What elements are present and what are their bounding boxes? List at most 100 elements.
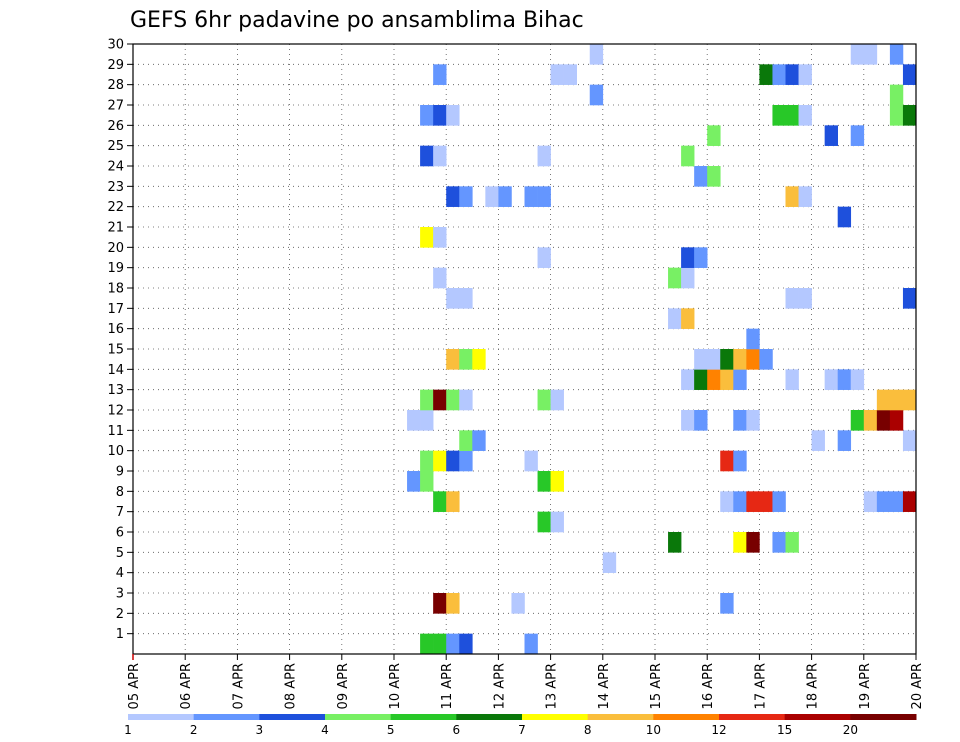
heat-cell bbox=[694, 247, 708, 268]
colorbar-swatch bbox=[259, 714, 326, 720]
x-tick-label: 13 APR bbox=[545, 663, 560, 709]
heat-cell bbox=[876, 389, 891, 411]
heat-cell bbox=[681, 247, 695, 268]
heat-cell bbox=[407, 471, 421, 492]
heat-cell bbox=[446, 349, 460, 370]
y-tick-label: 17 bbox=[107, 302, 124, 317]
colorbar-label: 12 bbox=[711, 723, 726, 737]
x-tick-label: 07 APR bbox=[231, 663, 246, 709]
heat-cell bbox=[459, 633, 473, 655]
y-tick-label: 9 bbox=[116, 465, 124, 480]
heat-cell bbox=[720, 491, 734, 512]
heat-cell bbox=[733, 491, 747, 512]
heat-cell bbox=[446, 450, 460, 472]
x-tick-label: 05 APR bbox=[127, 663, 142, 709]
heat-cell bbox=[694, 349, 708, 370]
heat-cell bbox=[902, 389, 917, 411]
y-tick-label: 28 bbox=[107, 78, 124, 93]
colorbar-swatch bbox=[325, 714, 392, 720]
heat-cell bbox=[459, 389, 473, 411]
heat-cell bbox=[720, 369, 734, 390]
y-tick-label: 7 bbox=[116, 505, 124, 520]
heat-cell bbox=[707, 125, 721, 146]
colorbar-swatch bbox=[719, 714, 786, 720]
colorbar-label: 8 bbox=[584, 723, 592, 737]
heat-cell bbox=[433, 267, 447, 289]
y-tick-label: 6 bbox=[116, 526, 124, 541]
heat-cell bbox=[681, 369, 695, 390]
heat-cell bbox=[589, 44, 604, 65]
heat-cell bbox=[746, 410, 760, 431]
y-tick-label: 30 bbox=[107, 38, 124, 53]
heat-cell bbox=[746, 491, 760, 512]
x-tick-label: 17 APR bbox=[753, 663, 768, 709]
heat-cell bbox=[876, 491, 891, 512]
heat-cell bbox=[550, 511, 564, 533]
y-tick-label: 20 bbox=[107, 241, 124, 256]
heat-cell bbox=[446, 288, 460, 309]
heat-cell bbox=[837, 430, 852, 451]
heat-cell bbox=[459, 288, 473, 309]
heat-cell bbox=[720, 349, 734, 370]
heat-cell bbox=[759, 64, 773, 85]
x-tick-label: 15 APR bbox=[649, 663, 664, 709]
x-tick-label: 18 APR bbox=[806, 663, 821, 709]
heat-cell bbox=[785, 105, 799, 126]
heat-cell bbox=[733, 369, 747, 390]
y-axis: 1234567891011121314151617181920212223242… bbox=[107, 38, 133, 642]
heat-cell bbox=[537, 471, 551, 492]
y-tick-label: 21 bbox=[107, 221, 124, 236]
heat-cell bbox=[850, 410, 865, 431]
heat-cell bbox=[772, 64, 786, 85]
heat-cell bbox=[420, 450, 434, 472]
heat-cell bbox=[550, 389, 564, 411]
heat-cell bbox=[459, 349, 473, 370]
heat-cell bbox=[863, 44, 878, 65]
colorbar-label: 1 bbox=[124, 723, 132, 737]
heat-cell bbox=[459, 430, 473, 451]
heat-cell bbox=[746, 532, 760, 553]
heat-cell bbox=[537, 186, 551, 207]
heat-cell bbox=[681, 145, 695, 167]
x-tick-label: 12 APR bbox=[492, 663, 507, 709]
heat-cell bbox=[433, 450, 447, 472]
heat-cell bbox=[407, 410, 421, 431]
heat-cell bbox=[902, 430, 917, 451]
heat-cell bbox=[446, 186, 460, 207]
heat-cell bbox=[798, 288, 812, 309]
heat-cell bbox=[824, 369, 838, 390]
heat-cell bbox=[902, 288, 917, 309]
heat-cell bbox=[785, 532, 799, 553]
heat-cell bbox=[759, 491, 773, 512]
x-tick-label: 20 APR bbox=[910, 663, 925, 709]
y-tick-label: 1 bbox=[116, 627, 124, 642]
y-tick-label: 18 bbox=[107, 282, 124, 297]
colorbar-label: 10 bbox=[646, 723, 661, 737]
y-tick-label: 29 bbox=[107, 58, 124, 73]
heat-cell bbox=[446, 593, 460, 614]
heat-cell bbox=[420, 105, 434, 126]
grid-lines bbox=[132, 43, 917, 654]
heat-cell bbox=[889, 44, 904, 65]
heat-cell bbox=[420, 227, 434, 248]
heat-cell bbox=[498, 186, 512, 207]
colorbar-label: 20 bbox=[843, 723, 858, 737]
heat-cell bbox=[863, 491, 878, 512]
heat-cell bbox=[589, 84, 604, 106]
heat-cell bbox=[707, 349, 721, 370]
colorbar-label: 6 bbox=[453, 723, 461, 737]
heat-cell bbox=[785, 186, 799, 207]
heat-cell bbox=[446, 633, 460, 655]
colorbar-label: 7 bbox=[518, 723, 526, 737]
heat-cell bbox=[850, 125, 865, 146]
heat-cell bbox=[446, 105, 460, 126]
heat-cell bbox=[707, 369, 721, 390]
y-tick-label: 15 bbox=[107, 343, 124, 358]
heat-cell bbox=[746, 328, 760, 350]
heat-cell bbox=[798, 105, 812, 126]
heat-cell bbox=[694, 369, 708, 390]
y-tick-label: 3 bbox=[116, 587, 124, 602]
heat-cell bbox=[668, 267, 682, 289]
heat-cell bbox=[772, 532, 786, 553]
